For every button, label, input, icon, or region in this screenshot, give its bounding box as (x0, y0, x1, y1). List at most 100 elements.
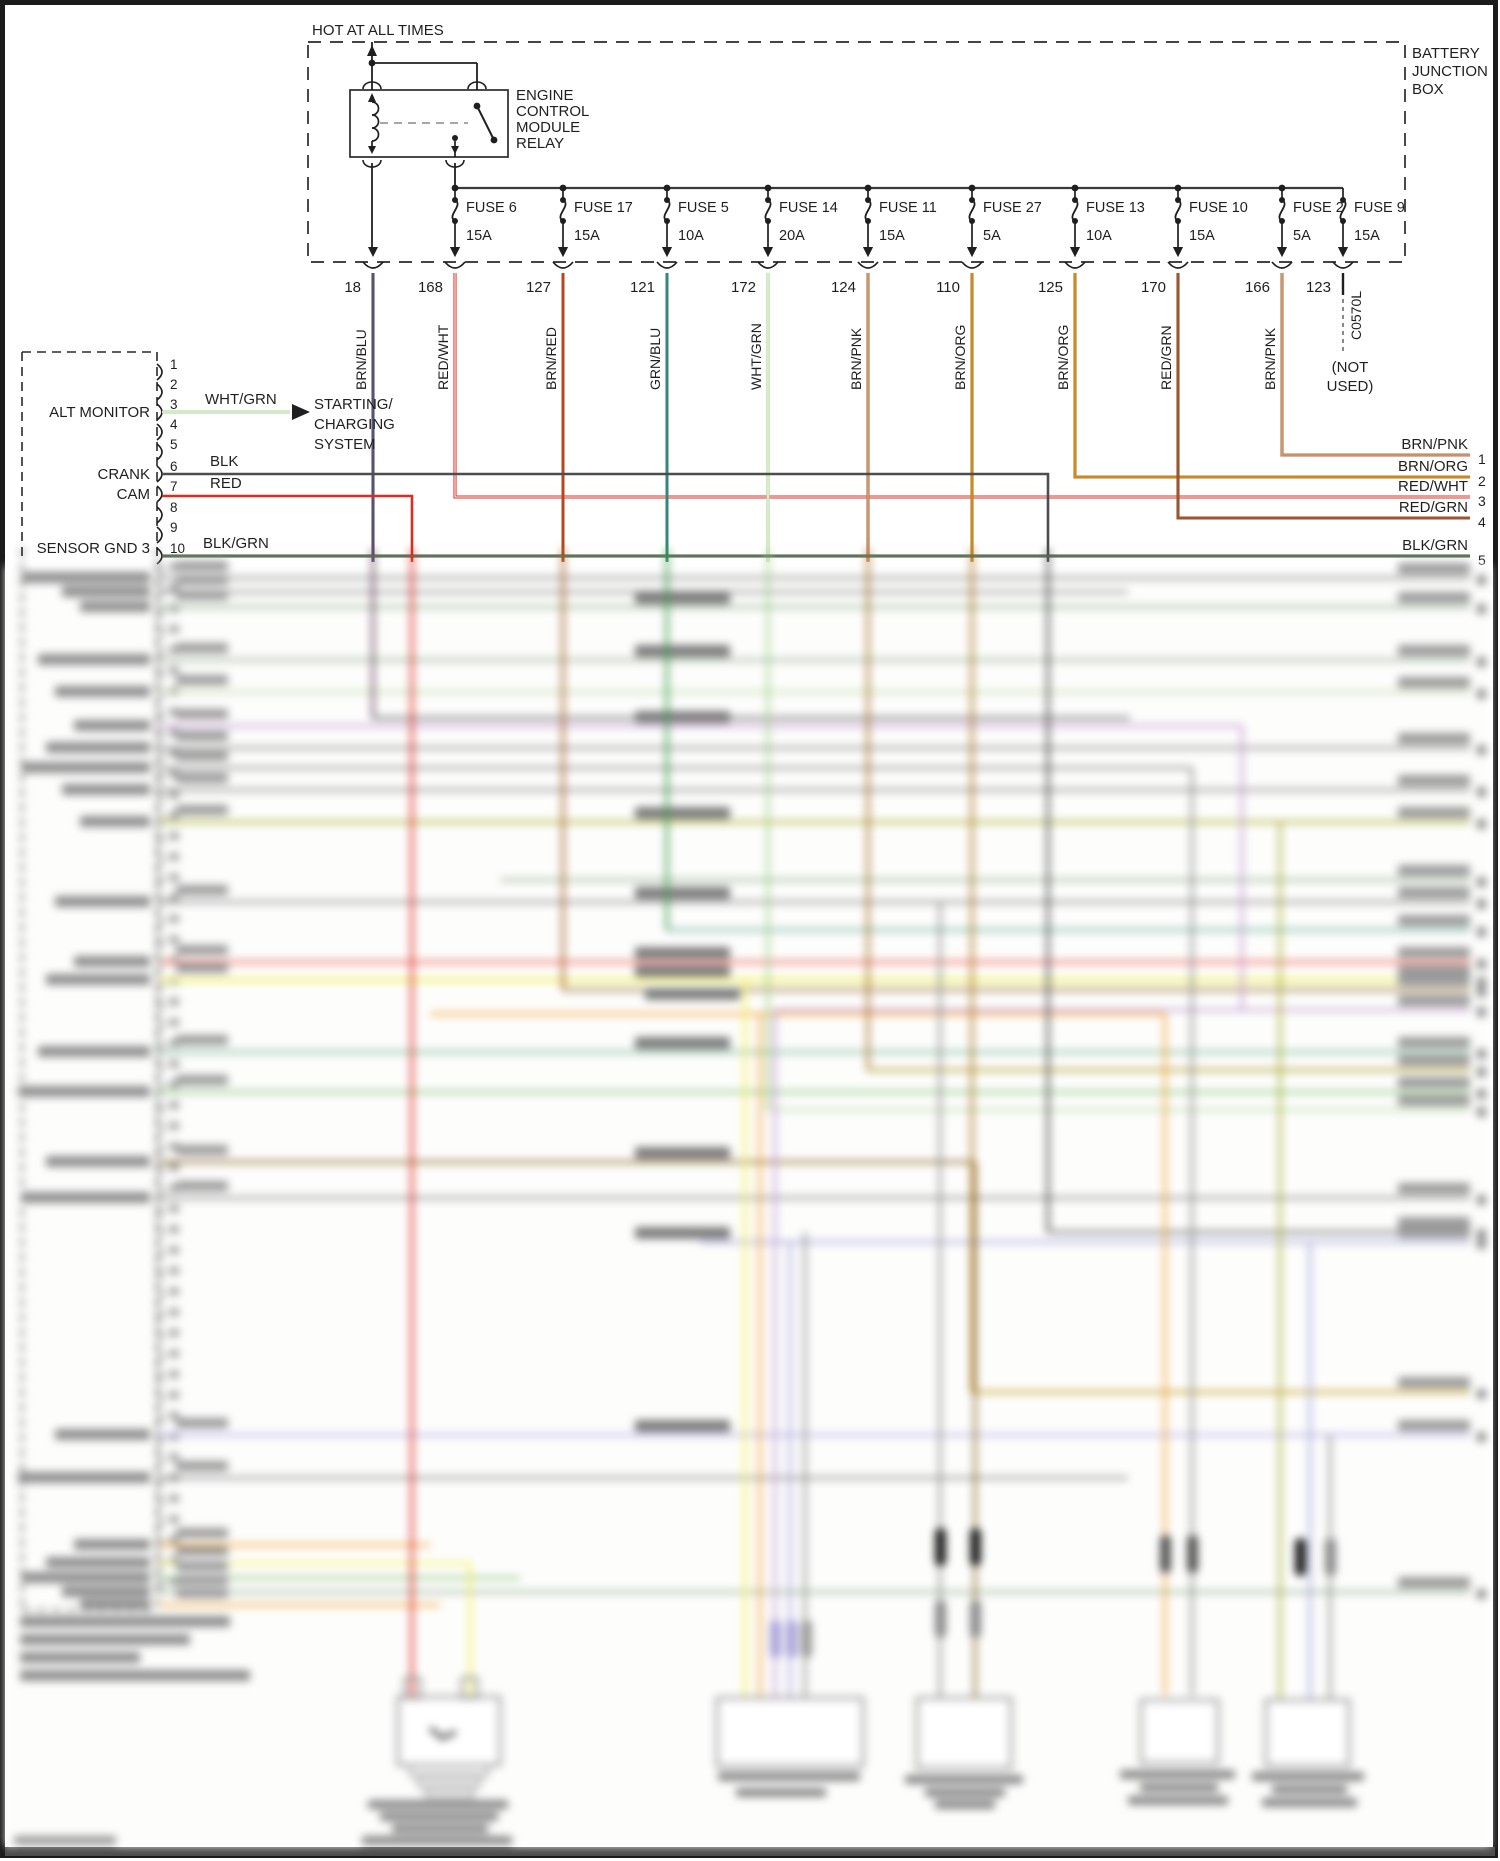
pin-socket-icon (156, 1099, 163, 1117)
pin-socket-icon (156, 1410, 163, 1428)
pin-socket-icon (156, 747, 163, 765)
relay-label: RELAY (516, 135, 564, 152)
fuse-name-label: FUSE 9 (1354, 200, 1405, 216)
blurred-right-pin-number (1477, 959, 1486, 969)
pin-socket-icon (156, 706, 163, 724)
cam-wire (162, 494, 414, 562)
circuit-number-label: 168 (418, 279, 443, 296)
pin-number-label: 5 (170, 437, 178, 452)
blurred-wire-color-label (176, 675, 228, 685)
pin-socket-icon (156, 996, 163, 1014)
fuse-rating-label: 15A (574, 228, 600, 244)
blurred-connector-blob (1160, 1535, 1171, 1573)
pin-socket-icon (156, 1140, 163, 1159)
blurred-pin-number (169, 832, 179, 841)
down-arrow-icon (863, 247, 873, 257)
blurred-box-stack (425, 1787, 474, 1798)
blurred-left-label (80, 601, 150, 612)
blurred-pin-number (169, 914, 179, 923)
blurred-right-label (1398, 975, 1470, 986)
wire-color-label: GRN/BLU (647, 328, 663, 390)
blurred-right-pin-number (1477, 689, 1486, 699)
blurred-pin-number (169, 873, 179, 882)
pin-socket-icon (156, 363, 163, 381)
blurred-left-label (55, 686, 150, 697)
blurred-component-label (380, 1812, 498, 1821)
crank-wire (162, 472, 1050, 562)
blurred-component-label (1120, 1770, 1235, 1779)
wire-color-label: RED/WHT (435, 324, 451, 390)
feed-arrow-icon (367, 45, 377, 56)
circuit-125-wire-stripe (1074, 273, 1470, 478)
blurred-wire-color-label (176, 1575, 228, 1585)
blurred-box-stack (417, 1776, 481, 1788)
harness-bracket-icon (1064, 261, 1086, 269)
blurred-right-pin-number (1477, 1195, 1486, 1205)
blurred-left-label (62, 1586, 150, 1597)
circuit-number-label: 123 (1306, 279, 1331, 296)
blurred-connector-blob (970, 1528, 981, 1566)
battery-junction-box-label: BATTERY (1412, 45, 1480, 62)
pin-socket-icon (156, 1244, 163, 1262)
wire-color-label: BRN/ORG (1398, 458, 1468, 475)
pin-number-label: 4 (1478, 514, 1486, 530)
circuit-166-wire-stripe (1281, 273, 1470, 456)
pin-socket-icon (156, 423, 163, 441)
pin-socket-icon (156, 1389, 163, 1407)
connector-bump-icon (362, 81, 382, 90)
blurred-left-label (46, 974, 150, 985)
harness-bracket-icon (362, 261, 384, 269)
blurred-connector-blob (1295, 1538, 1306, 1576)
pin-socket-icon (156, 1513, 163, 1531)
harness-bracket-icon (444, 261, 466, 269)
blurred-component-label (905, 1775, 1023, 1784)
not-used-label: (NOT (1332, 359, 1369, 376)
fuse-rating-label: 20A (779, 228, 805, 244)
blurred-right-label (1398, 965, 1470, 976)
fuse-rating-label: 15A (466, 228, 492, 244)
blurred-pin-number (169, 852, 179, 861)
blurred-component-label (1128, 1796, 1228, 1805)
blurred-wire-color-label (176, 1588, 228, 1598)
blurred-pin-number (169, 1204, 179, 1213)
blurred-left-label (62, 784, 150, 795)
blurred-wire-color-label (176, 575, 228, 585)
pin-number-label: 4 (170, 417, 178, 432)
blurred-component-box (715, 1696, 865, 1768)
blurred-mid-label (635, 711, 730, 723)
blurred-left-label (22, 1192, 150, 1203)
pin-socket-icon (156, 1223, 163, 1242)
wire-color-label: BRN/ORG (952, 325, 968, 390)
blurred-right-pin-number (1477, 877, 1486, 887)
pin-number-label: 7 (170, 479, 178, 494)
pin-socket-icon (156, 1492, 163, 1511)
fuse-name-label: FUSE 10 (1189, 200, 1248, 216)
circuit-number-label: 125 (1038, 279, 1063, 296)
harness-bracket-icon (1167, 261, 1189, 269)
blurred-wire-color-label (176, 1075, 228, 1085)
blurred-wire-color-label (176, 885, 228, 895)
blurred-right-pin-number (1477, 1049, 1486, 1059)
blurred-left-label (22, 762, 150, 773)
blurred-connector-blob (1187, 1535, 1198, 1573)
blurred-pin-number (169, 1349, 179, 1358)
blurred-right-pin-number (1477, 1007, 1486, 1017)
blurred-right-label (1398, 677, 1470, 688)
blurred-wire-color-label (176, 643, 228, 653)
pin-socket-icon (156, 644, 163, 662)
fuse-rating-label: 15A (1189, 228, 1215, 244)
blurred-pin-number (169, 997, 179, 1006)
wire-color-label: BRN/RED (543, 327, 559, 390)
pin-socket-icon (156, 1451, 163, 1469)
blurred-mid-label (635, 592, 730, 604)
blurred-right-label (1398, 645, 1470, 656)
fuse-name-label: FUSE 11 (879, 200, 937, 216)
pin-socket-icon (156, 526, 163, 544)
blurred-ecm-label (20, 1616, 230, 1627)
relay-label: MODULE (516, 119, 580, 136)
blurred-component-label (1140, 1783, 1218, 1792)
blurred-right-label (1398, 1055, 1470, 1066)
blurred-pin-number (169, 1246, 179, 1255)
blurred-ecm-label (20, 1670, 250, 1681)
blurred-wire-color-label (176, 1181, 228, 1191)
